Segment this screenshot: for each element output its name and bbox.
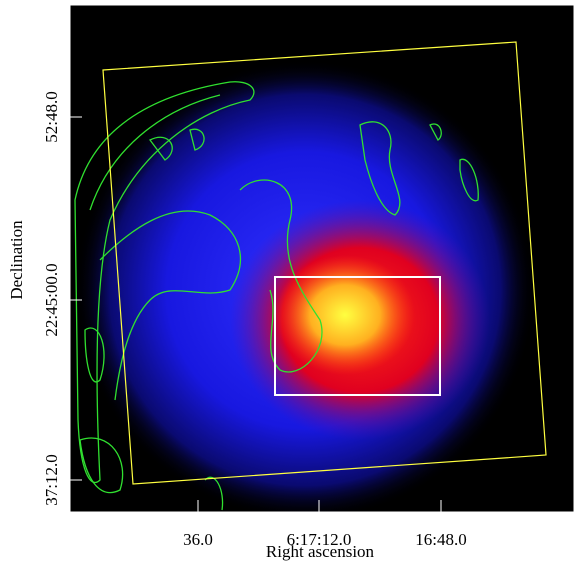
y-tick-label: 37:12.0 — [42, 454, 61, 505]
y-axis-label: Declination — [7, 220, 26, 300]
region-box — [274, 276, 441, 396]
tick-marks — [70, 116, 442, 512]
x-tick-label: 36.0 — [183, 530, 213, 549]
field-of-view — [102, 41, 547, 485]
y-tick-label: 22:45:00.0 — [42, 263, 61, 336]
sky-image — [74, 60, 535, 512]
emission-yellow — [275, 255, 415, 375]
y-tick-label: 52:48.0 — [42, 91, 61, 142]
x-tick-label: 6:17:12.0 — [287, 530, 352, 549]
frame — [69, 4, 574, 513]
x-tick-label: 16:48.0 — [415, 530, 466, 549]
contours — [74, 81, 479, 511]
x-axis-label: Right ascension — [266, 542, 375, 561]
